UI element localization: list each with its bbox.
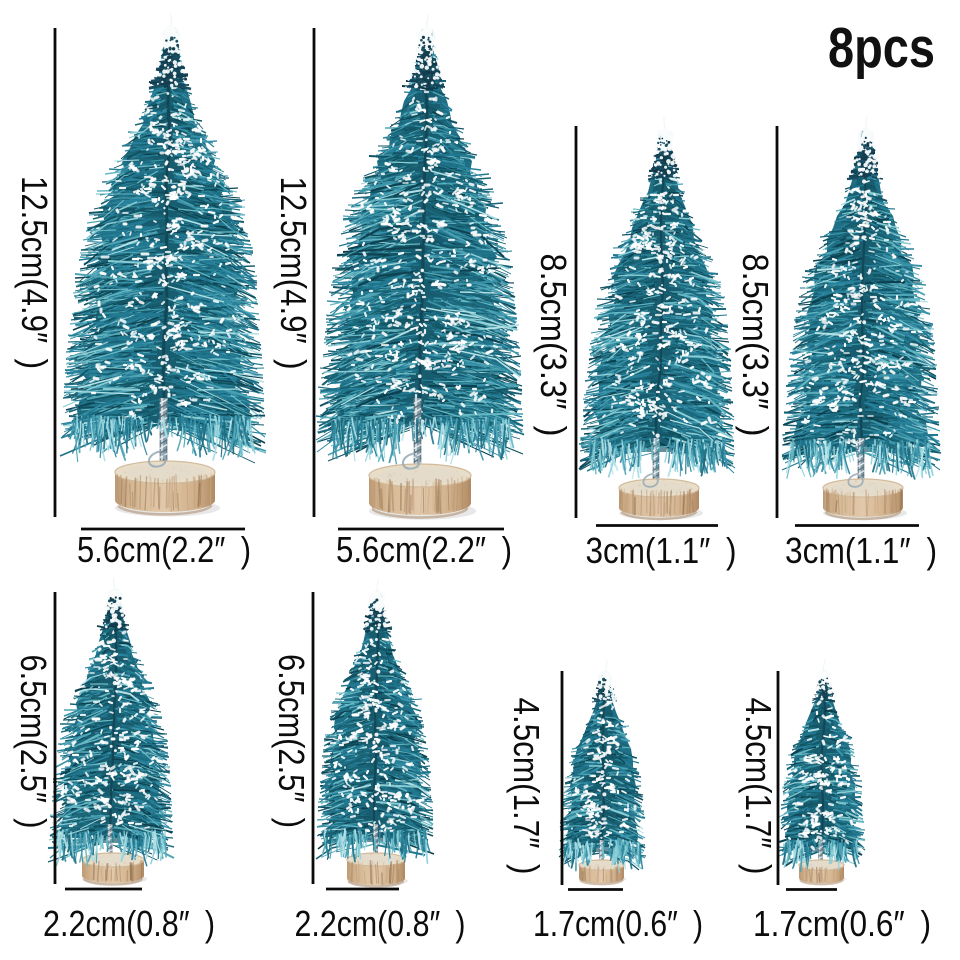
svg-text:1.7cm(0.6″ ): 1.7cm(0.6″ ) — [753, 903, 931, 944]
svg-text:12.5cm(4.9″ ): 12.5cm(4.9″ ) — [273, 177, 314, 370]
svg-text:3cm(1.1″ ): 3cm(1.1″ ) — [785, 530, 937, 571]
svg-text:6.5cm(2.5″ ): 6.5cm(2.5″ ) — [271, 654, 312, 828]
svg-text:8.5cm(3.3″ ): 8.5cm(3.3″ ) — [533, 254, 574, 437]
svg-text:2.2cm(0.8″ ): 2.2cm(0.8″ ) — [295, 903, 466, 944]
svg-text:5.6cm(2.2″ ): 5.6cm(2.2″ ) — [336, 529, 512, 570]
svg-text:4.5cm(1.7″ ): 4.5cm(1.7″ ) — [738, 698, 779, 875]
svg-text:5.6cm(2.2″ ): 5.6cm(2.2″ ) — [77, 529, 251, 570]
svg-text:6.5cm(2.5″ ): 6.5cm(2.5″ ) — [13, 655, 54, 829]
svg-text:8pcs: 8pcs — [828, 16, 935, 80]
svg-text:4.5cm(1.7″ ): 4.5cm(1.7″ ) — [506, 698, 547, 875]
svg-text:8.5cm(3.3″ ): 8.5cm(3.3″ ) — [735, 254, 776, 437]
svg-text:1.7cm(0.6″ ): 1.7cm(0.6″ ) — [533, 903, 703, 944]
svg-text:3cm(1.1″ ): 3cm(1.1″ ) — [586, 530, 737, 571]
svg-text:2.2cm(0.8″ ): 2.2cm(0.8″ ) — [43, 903, 215, 944]
svg-text:12.5cm(4.9″ ): 12.5cm(4.9″ ) — [14, 176, 55, 369]
